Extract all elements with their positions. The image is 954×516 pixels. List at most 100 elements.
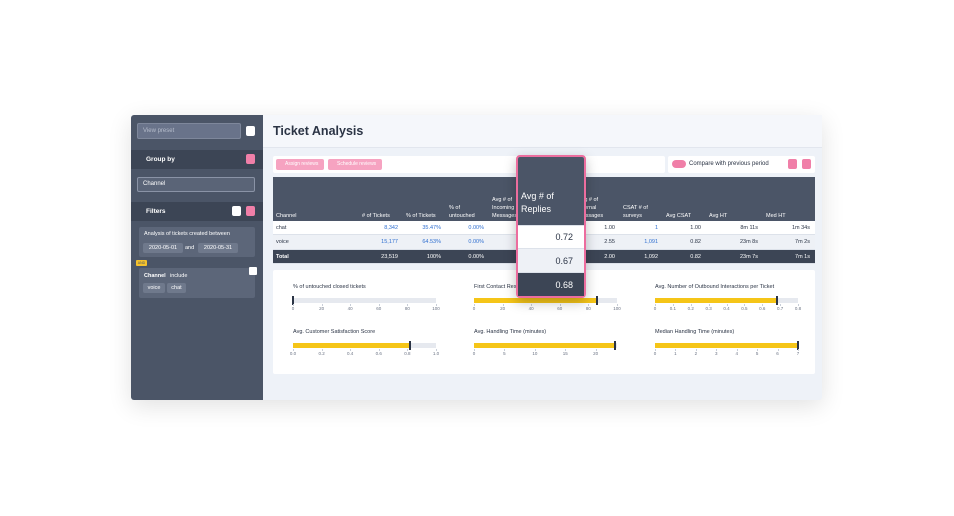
table-cell: 7m 2s bbox=[795, 239, 810, 245]
column-header: # of Tickets bbox=[362, 213, 390, 219]
filter-text: Analysis of tickets created between bbox=[144, 231, 230, 237]
tick-mark bbox=[777, 349, 779, 351]
date-chip: 2020-05-31 bbox=[198, 243, 238, 253]
group-select[interactable]: Channel bbox=[137, 177, 255, 192]
table-cell: 0.00% bbox=[468, 225, 484, 231]
table-cell: 100% bbox=[426, 254, 441, 260]
tick-label: 1 bbox=[674, 351, 677, 356]
page-title: Ticket Analysis bbox=[273, 124, 364, 138]
joiner: and bbox=[185, 245, 195, 251]
table-cell: 0.00% bbox=[468, 239, 484, 245]
tick-mark bbox=[695, 349, 697, 351]
tick-label: 0.7 bbox=[776, 306, 784, 311]
gauge-fill bbox=[474, 343, 615, 348]
column-header: Channel bbox=[276, 213, 297, 219]
gauge-marker bbox=[595, 296, 598, 305]
column-header: Avg CSAT bbox=[666, 213, 692, 219]
tick-label: 60 bbox=[557, 306, 563, 311]
compare-toggle[interactable] bbox=[672, 160, 686, 168]
table-cell: 2.00 bbox=[604, 254, 615, 260]
table-cell: 2.55 bbox=[604, 239, 615, 245]
tick-label: 0 bbox=[653, 351, 657, 356]
table-cell: 1.00 bbox=[604, 225, 615, 231]
table-cell: 1,092 bbox=[644, 254, 658, 260]
tick-mark bbox=[436, 304, 437, 306]
tick-mark bbox=[407, 349, 409, 351]
tick-mark bbox=[436, 349, 437, 351]
column-header: Med HT bbox=[766, 213, 786, 219]
tick-mark bbox=[780, 304, 782, 306]
filter-add[interactable] bbox=[246, 206, 255, 216]
tick-mark bbox=[708, 304, 710, 306]
tick-mark bbox=[655, 304, 656, 306]
column-header: % of Tickets bbox=[406, 213, 436, 219]
tick-mark bbox=[617, 304, 618, 306]
tick-label: 0.1 bbox=[669, 306, 676, 311]
table-cell: 0.00% bbox=[468, 254, 484, 260]
date-chip: 2020-05-01 bbox=[143, 243, 183, 253]
table-cell: 23,519 bbox=[381, 254, 398, 260]
column-header: CSAT # of surveys bbox=[623, 205, 648, 219]
tick-mark bbox=[502, 304, 504, 306]
value-chip: voice bbox=[143, 283, 165, 293]
gauge-title: Avg. Handling Time (minutes) bbox=[474, 329, 547, 335]
group-by-label: Group by bbox=[146, 156, 175, 163]
gauge-fill bbox=[474, 298, 597, 303]
filters-label: Filters bbox=[146, 208, 166, 215]
gauge-fill bbox=[655, 298, 777, 303]
tick-mark bbox=[321, 304, 323, 306]
download-button[interactable] bbox=[802, 159, 811, 169]
tick-label: 3 bbox=[715, 351, 718, 356]
compare-box bbox=[668, 156, 815, 173]
preset-select[interactable]: View preset bbox=[137, 123, 241, 139]
tick-mark bbox=[595, 349, 597, 351]
gauge-marker bbox=[292, 296, 294, 305]
tick-mark bbox=[690, 304, 692, 306]
tick-mark bbox=[762, 304, 764, 306]
tick-mark bbox=[293, 304, 294, 306]
tick-mark bbox=[531, 304, 533, 306]
assign-button[interactable]: Assign reviews bbox=[276, 159, 324, 170]
table-cell: 1,091 bbox=[644, 239, 658, 245]
tick-label: 5 bbox=[503, 351, 506, 356]
filters-strip bbox=[131, 202, 263, 221]
tick-label: 0.0 bbox=[289, 351, 297, 356]
gauge-marker bbox=[409, 341, 412, 350]
group-add[interactable] bbox=[246, 154, 255, 164]
schedule-button[interactable]: Schedule reviews bbox=[328, 159, 382, 170]
tick-label: 60 bbox=[376, 306, 382, 311]
filter-funnel[interactable] bbox=[232, 206, 241, 216]
tick-mark bbox=[672, 304, 674, 306]
gauge-title: First Contact Resolution bbox=[474, 284, 533, 290]
gauge-title: Median Handling Time (minutes) bbox=[655, 329, 735, 335]
popup-header-text: Avg # of Replies bbox=[521, 191, 554, 214]
tick-label: 0 bbox=[653, 306, 657, 311]
table-cell: 0.82 bbox=[690, 239, 701, 245]
filter-field: Channel bbox=[144, 273, 166, 279]
filter-mode: include bbox=[170, 273, 188, 279]
table-cell: 35.47% bbox=[422, 225, 441, 231]
table-cell: 1m 34s bbox=[791, 225, 810, 231]
tick-mark bbox=[744, 304, 746, 306]
table-cell: 1.00 bbox=[690, 225, 701, 231]
tick-mark bbox=[565, 349, 567, 351]
tick-mark bbox=[321, 349, 323, 351]
tick-label: 10 bbox=[532, 351, 538, 356]
tick-label: 0.6 bbox=[759, 306, 766, 311]
gauge-fill bbox=[655, 343, 799, 348]
filter-remove[interactable] bbox=[249, 267, 257, 275]
settings-button[interactable] bbox=[788, 159, 797, 169]
tick-label: 15 bbox=[562, 351, 568, 356]
tick-mark bbox=[350, 349, 352, 351]
tick-label: 0 bbox=[472, 306, 476, 311]
tick-mark bbox=[534, 349, 536, 351]
popup-cell: 0.67 bbox=[518, 248, 584, 272]
tick-label: 0.4 bbox=[347, 351, 354, 356]
tick-label: 0.8 bbox=[404, 351, 411, 356]
tick-mark bbox=[675, 349, 677, 351]
column-header: Avg # of Internal Messages bbox=[578, 197, 604, 219]
tick-mark bbox=[474, 349, 475, 351]
column-header: % of untouched bbox=[449, 205, 475, 219]
tick-label: 40 bbox=[528, 306, 534, 311]
